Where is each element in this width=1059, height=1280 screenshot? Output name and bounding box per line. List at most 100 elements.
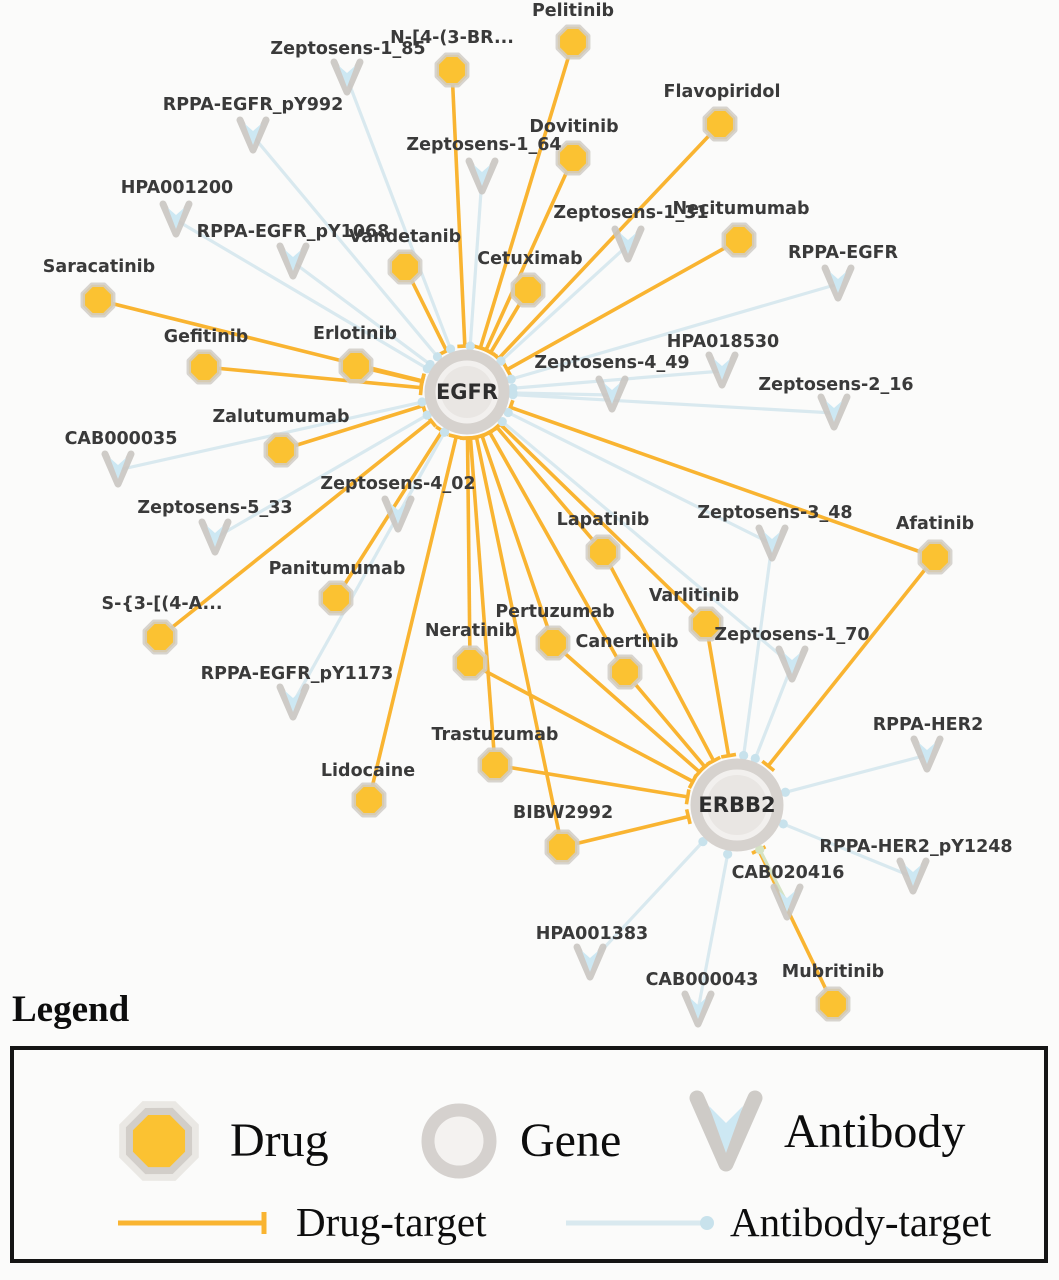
antibody-node[interactable] [159, 200, 193, 238]
chevron-fill-icon [245, 124, 261, 145]
drug-node[interactable] [721, 222, 757, 258]
drug-node[interactable] [186, 349, 222, 385]
chevron-outline-icon [770, 883, 804, 921]
antibody-node[interactable] [236, 116, 270, 154]
chevron-fill-icon [919, 743, 935, 764]
antibody-node-label: RPPA-EGFR_pY992 [163, 95, 344, 115]
drug-node[interactable] [535, 625, 571, 661]
antibody-edge-dot [503, 407, 513, 418]
drug-node[interactable] [351, 782, 387, 818]
antibody-node[interactable] [896, 857, 930, 895]
drug-node[interactable] [477, 747, 513, 783]
drug-node[interactable] [318, 580, 354, 616]
drug-node-label: Vandetanib [349, 227, 461, 247]
drug-edge-tbar [706, 755, 722, 766]
chevron-outline-icon [705, 351, 739, 389]
drug-node[interactable] [585, 534, 621, 570]
drug-octagon-icon [119, 1101, 199, 1181]
antibody-chevron-icon [689, 1090, 763, 1172]
chevron-fill-icon [830, 272, 846, 293]
drug-edge-tbar [483, 347, 498, 358]
antibody-node-label: Zeptosens-4_49 [534, 353, 689, 373]
antibody-node[interactable] [101, 450, 135, 488]
antibody-node[interactable] [681, 990, 715, 1028]
gene-core [707, 775, 767, 835]
chevron-outline-icon [817, 393, 851, 431]
drug-node[interactable] [387, 249, 423, 285]
antibody-target-edge [501, 420, 794, 667]
drug-node[interactable] [544, 829, 580, 865]
antibody-node[interactable] [817, 393, 851, 431]
drug-target-edge [450, 69, 467, 347]
chevron-outline-icon [101, 450, 135, 488]
drug-target-edge [468, 437, 497, 766]
antibody-node-label: CAB000043 [646, 970, 759, 990]
antibody-node[interactable] [611, 225, 645, 263]
drug-node-label: Afatinib [896, 514, 974, 534]
antibody-node[interactable] [910, 735, 944, 773]
chevron-outline-icon [381, 495, 415, 533]
gene-node-EGFR[interactable] [424, 349, 510, 435]
antibody-node[interactable] [330, 58, 364, 96]
drug-node[interactable] [338, 348, 374, 384]
antibody-edge-dot [508, 390, 518, 400]
drug-target-edge [766, 555, 937, 768]
antibody-node[interactable] [821, 264, 855, 302]
drug-node-label: Canertinib [576, 632, 679, 652]
drug-node-label: Gefitinib [164, 327, 249, 347]
drug-target-edge [488, 431, 627, 673]
drug-node[interactable] [702, 106, 738, 142]
antibody-node[interactable] [573, 943, 607, 981]
gene-node-ERBB2[interactable] [690, 758, 784, 852]
drug-node[interactable] [917, 539, 953, 575]
drug-node[interactable] [815, 986, 851, 1022]
antibody-node-label: HPA001200 [121, 178, 233, 198]
antibody-node[interactable] [198, 518, 232, 556]
antibody-edge-dot [439, 427, 450, 437]
antibody-node[interactable] [770, 883, 804, 921]
drug-node[interactable] [452, 645, 488, 681]
drug-target-edge [367, 436, 459, 801]
antibody-node[interactable] [381, 495, 415, 533]
drug-node[interactable] [607, 654, 643, 690]
antibody-edge-dot [465, 341, 475, 351]
antibody-target-edge [742, 543, 774, 756]
antibody-node[interactable] [705, 351, 739, 389]
antibody-target-edge [784, 753, 928, 794]
chevron-fill-icon [474, 165, 490, 186]
chevron-outline-icon [821, 264, 855, 302]
antibody-node[interactable] [276, 242, 310, 280]
antibody-node[interactable] [595, 375, 629, 413]
drug-target-edge [280, 403, 424, 452]
drug-node[interactable] [555, 140, 591, 176]
antibody-node[interactable] [775, 645, 809, 683]
drug-node[interactable] [510, 272, 546, 308]
chevron-fill-icon [779, 891, 795, 912]
chevron-fill-icon [784, 653, 800, 674]
antibody-edge-dot [780, 787, 790, 797]
antibody-node[interactable] [755, 524, 789, 562]
drug-target-edge [480, 434, 555, 644]
drug-target-edge [704, 623, 731, 757]
antibody-node-label: Zeptosens-3_48 [697, 503, 852, 523]
gene-circle-icon [421, 1103, 497, 1179]
drug-node[interactable] [434, 52, 470, 88]
antibody-target-line-icon [566, 1215, 714, 1230]
antibody-node[interactable] [465, 157, 499, 195]
antibody-node[interactable] [276, 683, 310, 721]
antibody-node-label: Zeptosens-1_70 [714, 625, 869, 645]
drug-node[interactable] [555, 24, 591, 60]
drug-node[interactable] [142, 619, 178, 655]
legend-antibody-label: Antibody [784, 1105, 966, 1158]
legend-item-drug: Drug [114, 1096, 329, 1186]
drug-node[interactable] [688, 606, 724, 642]
antibody-edge-dot [425, 359, 435, 370]
drug-node-label: Flavopiridol [664, 82, 781, 102]
chevron-outline-icon [595, 375, 629, 413]
drug-node[interactable] [80, 282, 116, 318]
antibody-target-edge [214, 413, 428, 540]
antibody-edge-dot [506, 374, 516, 384]
drug-target-edge [551, 641, 701, 774]
drug-node[interactable] [263, 432, 299, 468]
antibody-target-edge [345, 77, 453, 350]
